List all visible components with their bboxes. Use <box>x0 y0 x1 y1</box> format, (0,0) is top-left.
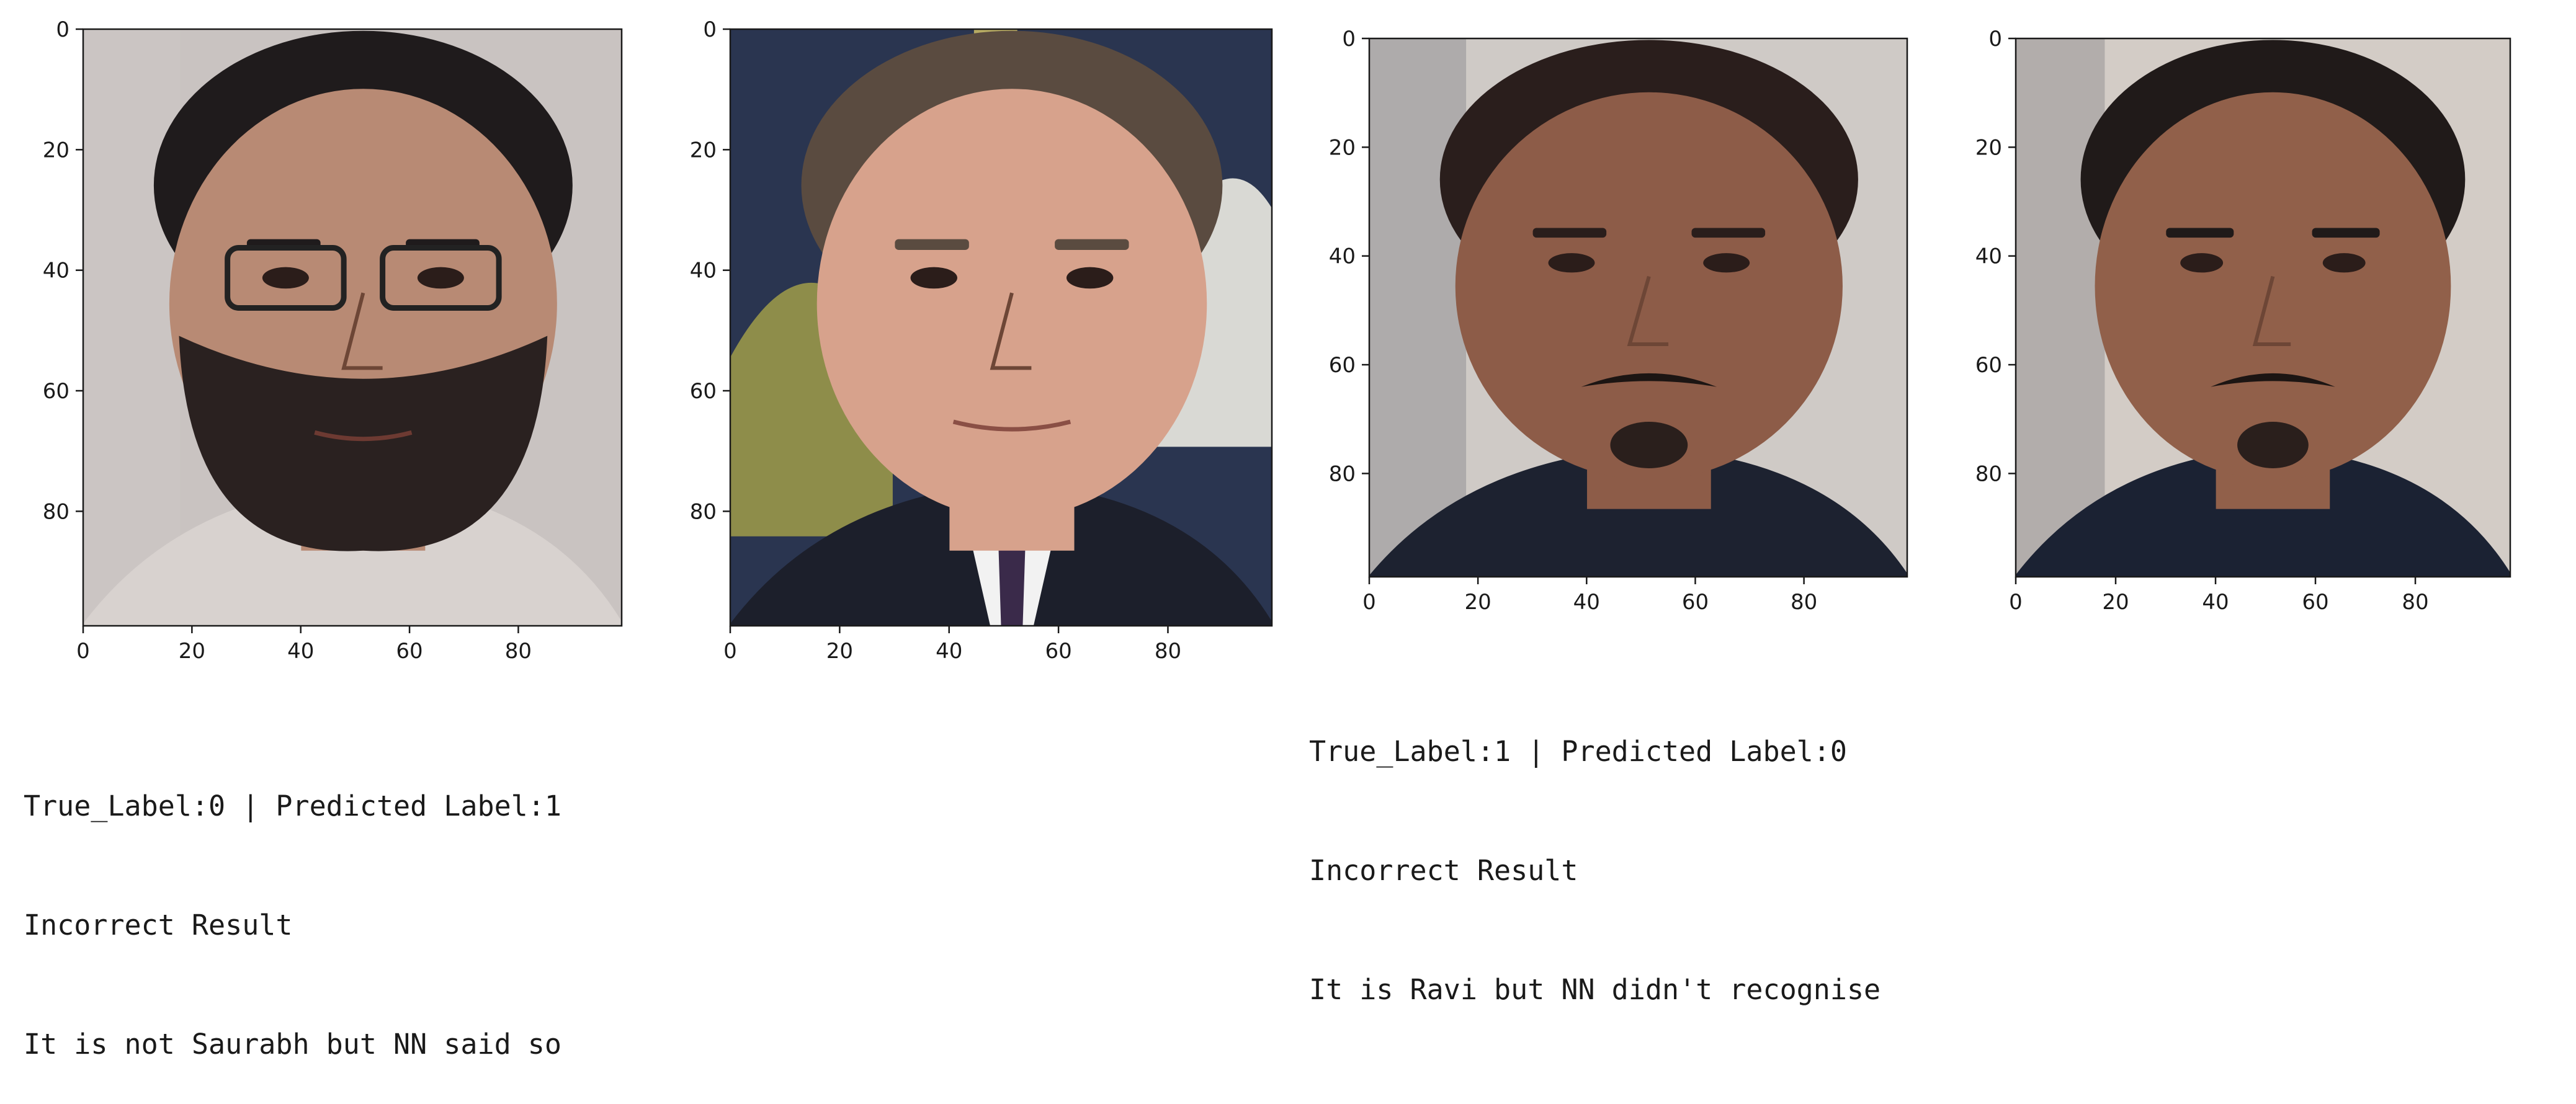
x-tick-label: 80 <box>2402 590 2428 615</box>
y-tick-label: 20 <box>690 138 717 162</box>
y-tick-label: 80 <box>43 499 69 524</box>
x-tick-label: 20 <box>826 639 853 664</box>
result-2-labels: True_Label:1 | Predicted Label:0 <box>1309 735 1847 768</box>
x-tick-label: 0 <box>2009 590 2023 615</box>
nose <box>990 292 1032 370</box>
y-tick-label: 60 <box>43 379 69 404</box>
image-panel-3: 0 20 40 60 80 0 20 40 60 80 <box>1329 27 1908 615</box>
clothing <box>2016 447 2510 577</box>
left-eye <box>2180 253 2224 273</box>
result-2-note: It is Ravi but NN didn't recognise <box>1309 973 1881 1006</box>
y-tick-label: 0 <box>1342 27 1356 51</box>
mouth <box>314 430 413 442</box>
y-tick-label: 40 <box>1975 244 2002 269</box>
x-tick-label: 40 <box>1573 590 1600 615</box>
mouth <box>952 419 1071 432</box>
face-image <box>1369 38 1907 577</box>
y-tick-label: 20 <box>43 138 69 162</box>
x-tick-label: 60 <box>2302 590 2328 615</box>
nose <box>2252 275 2291 347</box>
right-eye <box>417 267 464 289</box>
left-brow <box>2166 228 2234 238</box>
y-tick-label: 0 <box>703 17 717 42</box>
x-tick-label: 0 <box>1362 590 1376 615</box>
goatee <box>1610 422 1688 469</box>
moustache <box>1581 373 1717 387</box>
necktie <box>998 542 1026 626</box>
axes-frame <box>2015 37 2511 578</box>
image-panel-4: 0 20 40 60 80 0 20 40 60 80 <box>1975 27 2511 615</box>
y-tick-label: 60 <box>690 379 717 404</box>
axes-frame <box>82 28 623 627</box>
image-panel-1: 0 20 40 60 80 0 20 40 60 80 <box>43 17 623 664</box>
face <box>2095 92 2451 480</box>
x-tick-label: 0 <box>76 639 90 664</box>
x-tick-label: 40 <box>936 639 962 664</box>
left-eye <box>1548 253 1595 273</box>
y-tick-label: 80 <box>690 499 717 524</box>
x-tick-label: 0 <box>723 639 737 664</box>
x-tick-label: 40 <box>287 639 314 664</box>
glasses-left-lens <box>225 244 347 311</box>
y-tick-label: 0 <box>56 17 69 42</box>
result-text-2: True_Label:1 | Predicted Label:0 Incorre… <box>1309 652 1881 1049</box>
goatee <box>2237 422 2309 469</box>
face <box>1455 92 1843 480</box>
clothing <box>83 483 622 626</box>
right-brow <box>2312 228 2380 238</box>
axes-frame <box>729 28 1273 627</box>
clothing <box>1369 447 1907 577</box>
right-eye <box>2322 253 2366 273</box>
beard <box>179 336 548 551</box>
y-tick-label: 80 <box>1329 461 1356 486</box>
left-eye <box>262 267 309 289</box>
y-tick-label: 80 <box>1975 461 2002 486</box>
background-shade <box>83 29 181 626</box>
x-tick-label: 20 <box>1465 590 1491 615</box>
left-brow <box>895 239 969 250</box>
result-1-note: It is not Saurabh but NN said so <box>24 1028 561 1061</box>
x-tick-label: 80 <box>1791 590 1817 615</box>
y-tick-label: 60 <box>1975 353 2002 378</box>
right-eye <box>1066 267 1114 289</box>
x-tick-label: 20 <box>179 639 205 664</box>
image-panel-2: 0 20 40 60 80 0 20 40 60 80 <box>690 17 1273 664</box>
left-brow <box>1532 228 1607 238</box>
y-tick-label: 20 <box>1329 135 1356 160</box>
x-tick-label: 60 <box>1045 639 1071 664</box>
result-text-1: True_Label:0 | Predicted Label:1 Incorre… <box>24 707 561 1104</box>
moustache <box>2211 373 2335 387</box>
x-tick-label: 60 <box>396 639 423 664</box>
right-brow <box>1055 239 1129 250</box>
y-tick-label: 20 <box>1975 135 2002 160</box>
x-tick-label: 60 <box>1682 590 1709 615</box>
background-shade <box>1369 38 1467 577</box>
figure-canvas: 0 20 40 60 80 0 20 40 60 80 0 20 40 60 80 0 20 40 60 80 0 20 4… <box>43 17 2511 664</box>
result-1-labels: True_Label:0 | Predicted Label:1 <box>24 790 561 822</box>
x-tick-label: 20 <box>2102 590 2129 615</box>
face-image <box>83 29 622 626</box>
face <box>816 89 1207 519</box>
background-shade <box>2016 38 2105 577</box>
y-tick-label: 40 <box>690 259 717 283</box>
face-image <box>2016 38 2510 577</box>
x-tick-label: 80 <box>505 639 532 664</box>
nose <box>341 292 383 370</box>
right-brow <box>1691 228 1766 238</box>
result-2-verdict: Incorrect Result <box>1309 854 1578 887</box>
right-eye <box>1703 253 1750 273</box>
x-tick-label: 40 <box>2202 590 2229 615</box>
left-eye <box>910 267 957 289</box>
x-tick-label: 80 <box>1155 639 1181 664</box>
y-tick-label: 60 <box>1329 353 1356 378</box>
axes-frame <box>1368 37 1908 578</box>
y-tick-label: 0 <box>1988 27 2002 51</box>
y-tick-label: 40 <box>43 259 69 283</box>
glasses-right-lens <box>380 244 502 311</box>
result-1-verdict: Incorrect Result <box>24 909 293 942</box>
y-tick-label: 40 <box>1329 244 1356 269</box>
face-image <box>730 29 1272 626</box>
nose <box>1627 275 1669 347</box>
